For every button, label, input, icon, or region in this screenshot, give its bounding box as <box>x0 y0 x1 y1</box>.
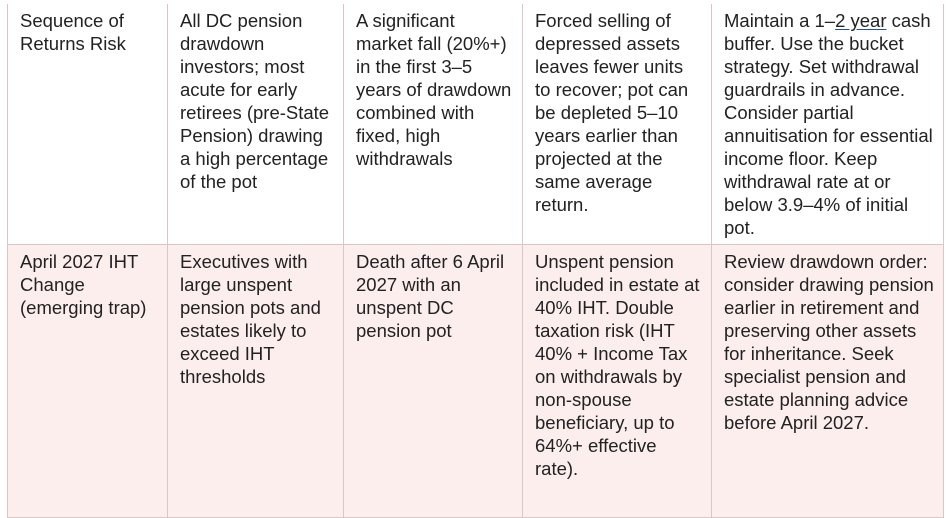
table-row: April 2027 IHT Change (emerging trap) Ex… <box>7 244 944 518</box>
table-row: Sequence of Returns Risk All DC pension … <box>7 4 944 245</box>
impact-cell: Unspent pension included in estate at 40… <box>522 244 712 518</box>
mitigation-cell: Review drawdown order: consider drawing … <box>711 244 944 518</box>
impact-cell: Forced selling of depressed assets leave… <box>522 4 712 245</box>
risk-name-cell: Sequence of Returns Risk <box>7 4 168 245</box>
who-affected-cell: Executives with large unspent pension po… <box>167 244 344 518</box>
mitigation-text-end: cash buffer. Use the bucket strategy. Se… <box>724 10 933 238</box>
mitigation-text-start: Maintain a 1– <box>724 10 836 31</box>
trigger-cell: A significant market fall (20%+) in the … <box>343 4 523 245</box>
risk-name-cell: April 2027 IHT Change (emerging trap) <box>7 244 168 518</box>
mitigation-cell: Maintain a 1–2 year cash buffer. Use the… <box>711 4 944 245</box>
trigger-cell: Death after 6 April 2027 with an unspent… <box>343 244 523 518</box>
mitigation-underlined-text[interactable]: 2 year <box>835 10 887 31</box>
who-affected-cell: All DC pension drawdown investors; most … <box>167 4 344 245</box>
risk-table: Sequence of Returns Risk All DC pension … <box>7 4 944 518</box>
